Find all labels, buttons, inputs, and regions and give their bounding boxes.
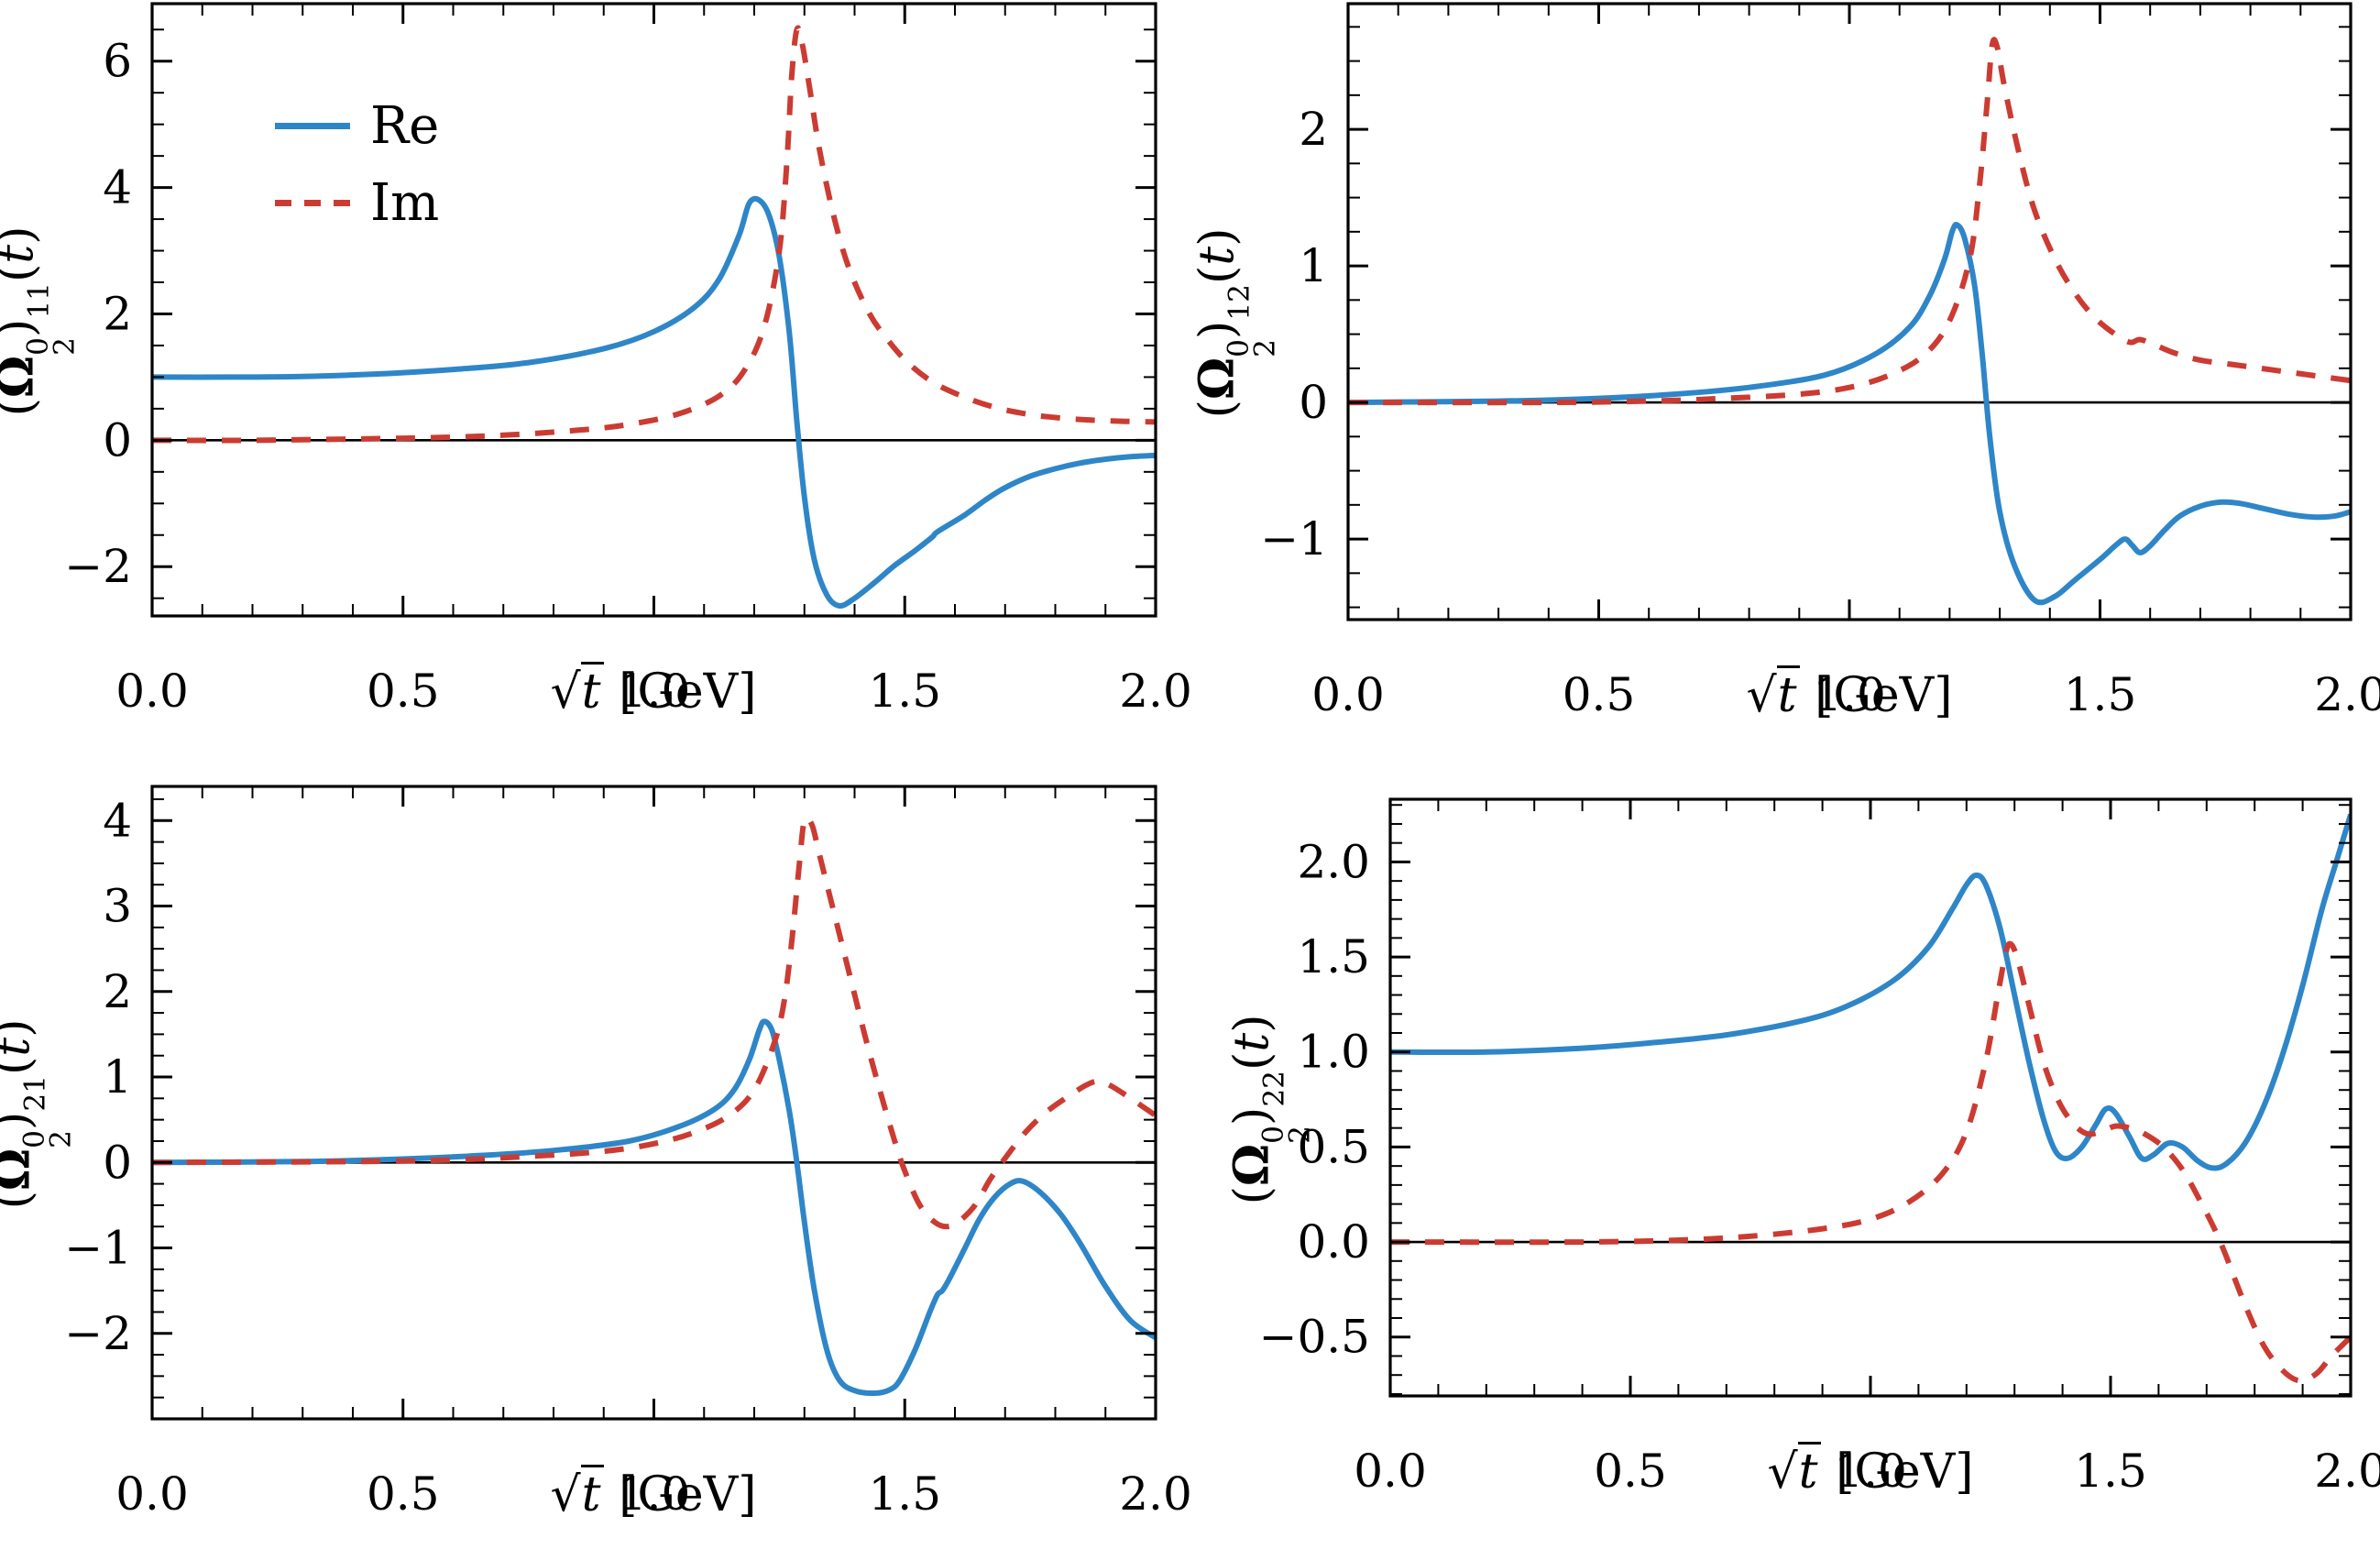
y-tick-label: −1 bbox=[64, 1222, 132, 1275]
x-tick-label: 0.0 bbox=[1311, 668, 1385, 721]
y-tick-label: −2 bbox=[64, 1307, 132, 1360]
x-tick-label: 1.5 bbox=[868, 665, 941, 718]
im-curve bbox=[1390, 940, 2351, 1384]
y-tick-label: 0.5 bbox=[1297, 1120, 1370, 1173]
re-line-swatch bbox=[275, 122, 350, 129]
y-tick-label: 4 bbox=[103, 794, 132, 847]
im-curve bbox=[1348, 37, 2351, 406]
y-tick-label: 1 bbox=[103, 1050, 132, 1104]
x-tick-label: 0.0 bbox=[115, 665, 189, 718]
plot-frame bbox=[150, 2, 1157, 618]
plot-frame bbox=[1346, 2, 2353, 621]
y-tick-label: 0 bbox=[103, 1136, 132, 1189]
x-axis-label-omega12: √t [GeV] bbox=[1747, 665, 1953, 723]
x-tick-label: 0.0 bbox=[115, 1467, 189, 1521]
x-tick-label: 0.5 bbox=[1563, 668, 1636, 721]
x-tick-label: 1.0 bbox=[1834, 1445, 1907, 1498]
y-axis-label-omega22: (Ω 0 2)22(t) bbox=[1223, 1013, 1317, 1204]
y-tick-label: −0.5 bbox=[1259, 1311, 1370, 1364]
y-tick-label: 2 bbox=[103, 287, 132, 340]
panel-omega22: 0.0 0.5 1.0 1.5 2.0 −0.5 0.0 0.5 1.0 1.5 2.0 bbox=[1259, 797, 2380, 1498]
x-tick-label: 1.0 bbox=[618, 665, 691, 718]
panel-omega21: 0.0 0.5 1.0 1.5 2.0 −2 −1 0 1 2 3 4 bbox=[64, 785, 1192, 1521]
legend-re-label: Re bbox=[370, 95, 440, 156]
y-tick-label: 0 bbox=[103, 413, 132, 467]
y-axis-label-omega21: (Ω02)21(t) bbox=[0, 1018, 78, 1209]
plot-frame bbox=[150, 785, 1157, 1421]
x-tick-label: 1.0 bbox=[1813, 668, 1886, 721]
y-tick-label: 2 bbox=[103, 965, 132, 1018]
y-tick-label: 1 bbox=[1299, 239, 1328, 292]
im-curve bbox=[152, 815, 1156, 1230]
x-tick-label: 1.5 bbox=[2074, 1445, 2147, 1498]
x-axis-label-omega21: √t [GeV] bbox=[551, 1465, 757, 1522]
y-axis-label-omega11: (Ω02)11(t) bbox=[0, 225, 82, 416]
ticks bbox=[1346, 4, 2353, 620]
legend-item-im: Im bbox=[275, 173, 439, 233]
x-tick-label: 0.5 bbox=[367, 665, 440, 718]
ticks bbox=[150, 4, 1157, 616]
legend-im-label: Im bbox=[370, 172, 440, 233]
im-curve bbox=[152, 25, 1156, 444]
legend-item-re: Re bbox=[275, 96, 439, 156]
x-tick-label: 2.0 bbox=[2314, 1445, 2380, 1498]
im-line-swatch bbox=[275, 199, 350, 206]
legend: Re Im bbox=[275, 96, 439, 233]
x-tick-label: 0.5 bbox=[1594, 1445, 1667, 1498]
y-tick-label: 1.5 bbox=[1297, 930, 1370, 983]
re-curve bbox=[152, 1018, 1156, 1397]
x-tick-label: 1.5 bbox=[868, 1467, 941, 1521]
re-curve bbox=[152, 195, 1156, 610]
y-tick-label: 1.0 bbox=[1297, 1026, 1370, 1079]
panel-omega12: 0.0 0.5 1.0 1.5 2.0 −1 0 1 2 bbox=[1260, 2, 2380, 721]
y-tick-label: −1 bbox=[1260, 512, 1328, 566]
y-tick-label: 0 bbox=[1299, 376, 1328, 429]
x-tick-label: 1.5 bbox=[2064, 668, 2137, 721]
x-tick-label: 2.0 bbox=[1119, 665, 1192, 718]
y-tick-label: 6 bbox=[103, 35, 132, 88]
ticks bbox=[150, 786, 1157, 1420]
y-tick-label: −2 bbox=[64, 540, 132, 593]
y-tick-label: 0.0 bbox=[1297, 1215, 1370, 1269]
y-tick-label: 2.0 bbox=[1297, 835, 1370, 888]
y-tick-label: 4 bbox=[103, 161, 132, 214]
x-axis-label-omega22: √t [GeV] bbox=[1768, 1442, 1974, 1500]
re-curve bbox=[1348, 222, 2351, 606]
x-tick-label: 0.0 bbox=[1354, 1445, 1427, 1498]
y-axis-label-omega12: (Ω 0 2)12(t) bbox=[1189, 227, 1282, 419]
x-tick-label: 1.0 bbox=[618, 1467, 691, 1521]
x-tick-label: 0.5 bbox=[367, 1467, 440, 1521]
y-tick-label: 2 bbox=[1299, 103, 1328, 156]
ticks bbox=[1388, 799, 2353, 1396]
x-tick-label: 2.0 bbox=[1119, 1467, 1192, 1521]
re-curve bbox=[1390, 813, 2351, 1171]
x-tick-label: 2.0 bbox=[2314, 668, 2380, 721]
x-axis-label-omega11: √t [GeV] bbox=[551, 662, 757, 720]
plot-frame bbox=[1388, 797, 2353, 1398]
y-tick-label: 3 bbox=[103, 880, 132, 933]
panel-omega11: 0.0 0.5 1.0 1.5 2.0 −2 0 2 4 6 bbox=[64, 2, 1192, 718]
